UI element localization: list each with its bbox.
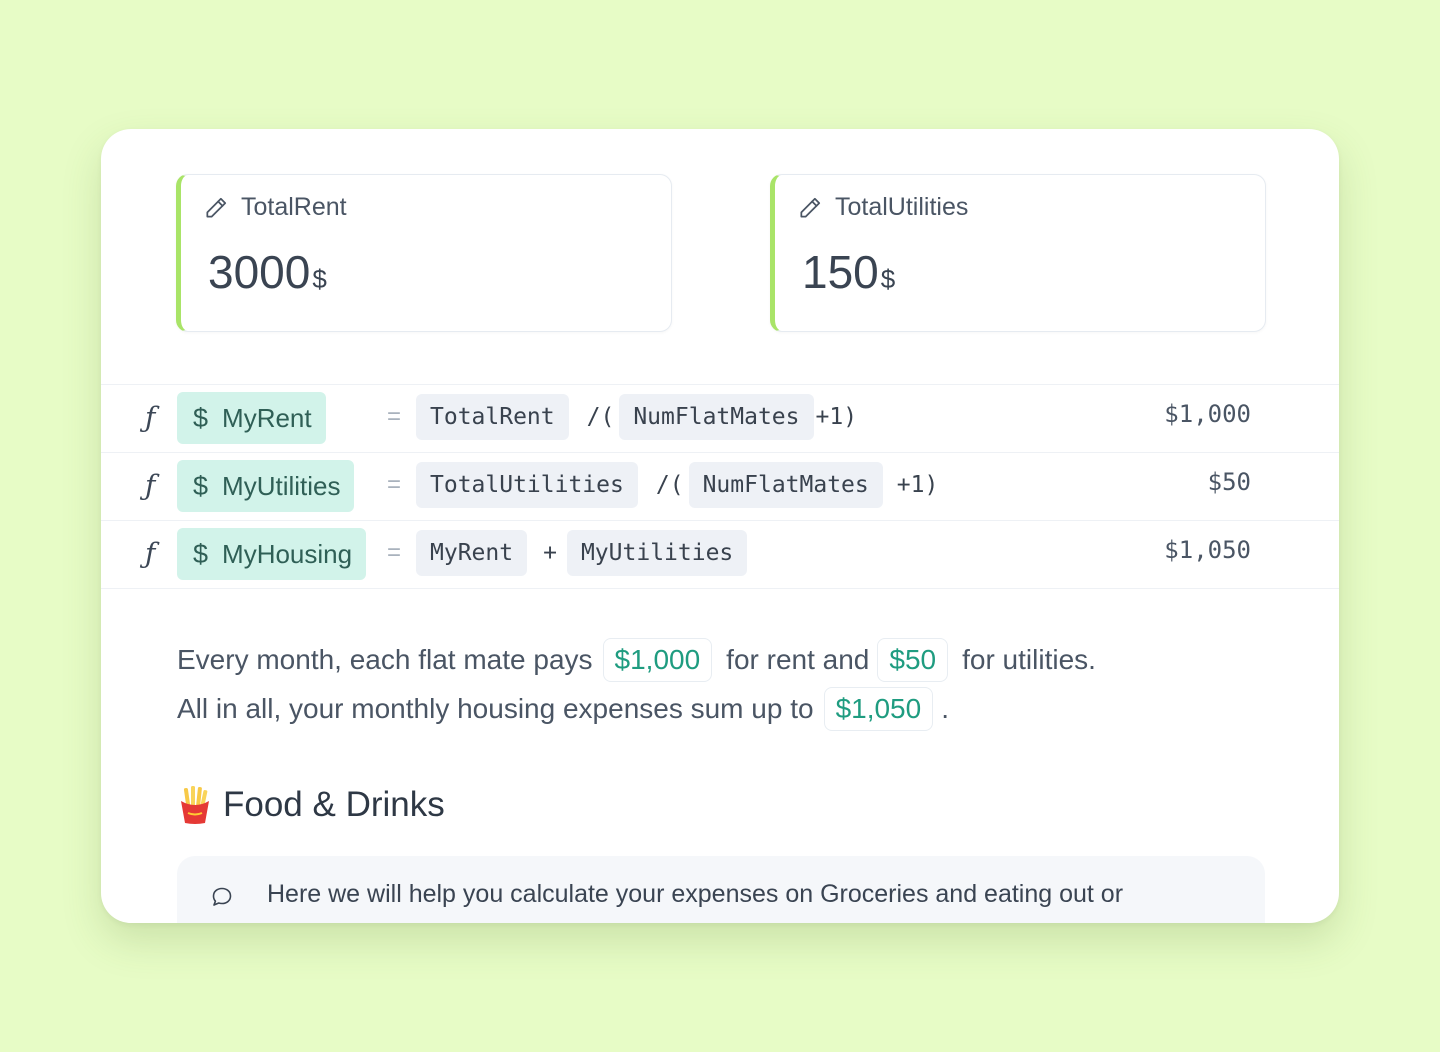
pencil-icon[interactable]	[203, 195, 229, 221]
input-unit: $	[880, 264, 896, 294]
input-label-row: TotalRent	[203, 193, 347, 222]
pencil-icon[interactable]	[797, 195, 823, 221]
notebook-card: TotalRent 3000 $ TotalUtilities 150 $ ƒ …	[101, 129, 1339, 923]
operator: /(	[586, 404, 615, 430]
fries-icon	[181, 786, 209, 824]
formula-result: $50	[1207, 468, 1251, 496]
variable-name: MyHousing	[222, 538, 353, 569]
function-icon: ƒ	[145, 469, 156, 502]
section-heading: Food & Drinks	[177, 785, 445, 825]
formula-result: $1,050	[1164, 536, 1251, 564]
reference-pill[interactable]: MyUtilities	[566, 530, 748, 576]
reference-pill[interactable]: NumFlatMates	[688, 462, 883, 508]
formula-expression[interactable]: TotalRent /( NumFlatMates +1)	[416, 394, 862, 440]
comment-text: Here we will help you calculate your exp…	[267, 880, 1124, 908]
variable-name-pill[interactable]: $ MyHousing	[177, 528, 367, 580]
input-unit: $	[312, 264, 327, 294]
equals-sign: =	[387, 539, 402, 566]
reference-pill[interactable]: TotalUtilities	[416, 462, 638, 508]
equals-sign: =	[387, 471, 402, 498]
formula-row-my-housing[interactable]: ƒ $ MyHousing = MyRent + MyUtilities $1,…	[101, 520, 1339, 589]
summary-text: Every month, each flat mate pays	[177, 644, 593, 675]
dollar-icon: $	[193, 470, 209, 501]
section-title: Food & Drinks	[223, 785, 445, 824]
inline-value-total[interactable]: $1,050	[823, 687, 934, 731]
variable-name-pill[interactable]: $ MyUtilities	[177, 460, 355, 512]
equals-sign: =	[387, 403, 402, 430]
summary-line-1: Every month, each flat mate pays $1,000 …	[177, 638, 1096, 682]
summary-text: .	[941, 693, 949, 724]
comment-box[interactable]: Here we will help you calculate your exp…	[177, 856, 1265, 923]
variable-name: MyUtilities	[222, 470, 341, 501]
comment-bubble-icon	[212, 887, 232, 906]
dollar-icon: $	[193, 538, 209, 569]
function-icon: ƒ	[145, 537, 156, 570]
input-label: TotalRent	[241, 193, 347, 221]
input-value[interactable]: 3000	[208, 246, 311, 298]
operator: +1)	[815, 404, 858, 430]
input-card-total-utilities[interactable]: TotalUtilities 150 $	[770, 174, 1266, 332]
input-card-total-rent[interactable]: TotalRent 3000 $	[176, 174, 672, 332]
input-value-row[interactable]: 150 $	[802, 245, 895, 299]
summary-text: All in all, your monthly housing expense…	[177, 693, 814, 724]
input-label-row: TotalUtilities	[797, 193, 968, 222]
input-value-row[interactable]: 3000 $	[208, 245, 327, 299]
operator: /(	[655, 472, 684, 498]
inline-value-utilities[interactable]: $50	[877, 638, 949, 682]
variable-name: MyRent	[222, 402, 312, 433]
summary-line-2: All in all, your monthly housing expense…	[177, 687, 949, 731]
variable-name-pill[interactable]: $ MyRent	[177, 392, 326, 444]
operator: +	[543, 540, 557, 566]
summary-text: for utilities.	[962, 644, 1096, 675]
formula-row-my-utilities[interactable]: ƒ $ MyUtilities = TotalUtilities /( NumF…	[101, 452, 1339, 520]
formula-expression[interactable]: TotalUtilities /( NumFlatMates +1)	[416, 462, 943, 508]
reference-pill[interactable]: NumFlatMates	[619, 394, 814, 440]
function-icon: ƒ	[145, 401, 156, 434]
formula-row-my-rent[interactable]: ƒ $ MyRent = TotalRent /( NumFlatMates +…	[101, 384, 1339, 452]
operator: +1)	[896, 472, 939, 498]
formula-expression[interactable]: MyRent + MyUtilities	[416, 530, 748, 576]
inline-value-rent[interactable]: $1,000	[602, 638, 713, 682]
dollar-icon: $	[193, 402, 209, 433]
input-label: TotalUtilities	[835, 193, 969, 221]
reference-pill[interactable]: MyRent	[416, 530, 528, 576]
input-value[interactable]: 150	[802, 246, 879, 298]
formula-result: $1,000	[1164, 400, 1251, 428]
reference-pill[interactable]: TotalRent	[416, 394, 569, 440]
summary-text: for rent and	[726, 644, 870, 675]
